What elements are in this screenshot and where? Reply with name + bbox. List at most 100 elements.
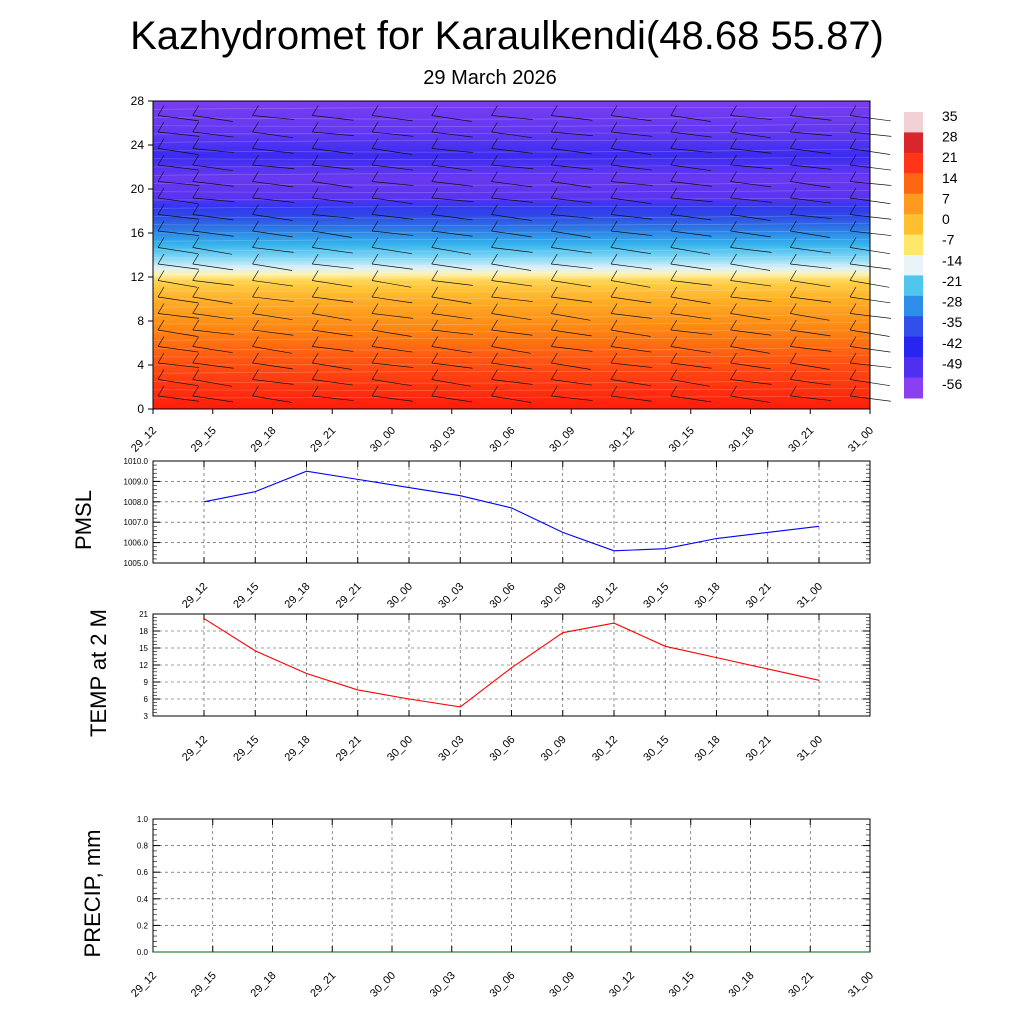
wind-barb-flag	[550, 352, 558, 364]
precip-panel-x-tick-label: 30_18	[727, 970, 757, 1000]
wind-barb-flag	[730, 385, 737, 397]
colorbar-cell	[904, 173, 923, 195]
colorbar-label: 7	[942, 190, 950, 206]
wind-barb	[551, 296, 593, 303]
colorbar-label: -28	[942, 294, 962, 310]
wind-barb	[192, 280, 234, 286]
wind-barb	[730, 346, 770, 354]
wind-barb-flag	[670, 303, 678, 314]
contour-line	[152, 305, 871, 308]
temp-panel-x-tick-label: 30_09	[539, 734, 569, 764]
wind-barb-flag	[192, 121, 200, 133]
contour-line	[152, 198, 871, 201]
wind-barb-flag	[849, 336, 857, 347]
wind-barb-flag	[849, 286, 857, 298]
heatmap-x-tick-label: 29_15	[189, 425, 219, 455]
wind-barb-flag	[849, 154, 857, 166]
contour-line	[152, 288, 871, 292]
wind-barb	[371, 346, 413, 353]
wind-barb-flag	[192, 237, 200, 248]
precip-panel-x-tick-label: 30_15	[667, 970, 697, 1000]
heatmap-x-tick-label: 29_18	[249, 425, 279, 455]
wind-barb	[157, 131, 200, 137]
wind-barb	[491, 197, 533, 203]
wind-barb-flag	[610, 303, 618, 314]
wind-barb-flag	[491, 385, 498, 397]
wind-barb-flag	[431, 270, 439, 281]
wind-barb	[371, 197, 413, 205]
wind-barb-flag	[550, 171, 558, 182]
wind-barb-flag	[431, 286, 439, 298]
wind-barb	[551, 346, 593, 352]
pmsl-panel-x-tick-label: 31_00	[795, 581, 825, 611]
wind-barb	[252, 214, 293, 221]
wind-barb-flag	[491, 303, 498, 314]
wind-barb-flag	[491, 336, 498, 347]
wind-barb-flag	[789, 286, 797, 298]
contour-line	[152, 379, 871, 384]
wind-barb	[790, 115, 832, 121]
contour-line	[152, 247, 871, 252]
wind-barb-flag	[550, 319, 558, 331]
contour-line	[152, 321, 871, 325]
wind-barb-flag	[730, 187, 737, 199]
wind-barb	[491, 148, 533, 154]
wind-barb	[491, 131, 532, 139]
wind-barb-flag	[730, 286, 737, 298]
wind-barb-flag	[610, 237, 618, 248]
wind-barb-flag	[311, 138, 319, 149]
colorbar-cell	[904, 295, 923, 317]
wind-barb-flag	[157, 303, 165, 314]
wind-barb	[192, 379, 233, 387]
wind-barb	[491, 164, 534, 170]
wind-barb	[192, 131, 234, 138]
wind-barb	[371, 181, 414, 186]
wind-barb-flag	[157, 253, 165, 265]
contour-line	[152, 206, 871, 209]
temp-panel-y-tick-label: 21	[139, 610, 148, 619]
wind-barb	[491, 346, 531, 354]
contour-line	[152, 189, 871, 193]
wind-barb	[790, 362, 830, 370]
wind-barb	[312, 379, 353, 386]
wind-barb	[670, 164, 712, 172]
contour-line	[152, 239, 871, 242]
wind-barb-flag	[849, 319, 857, 331]
wind-barb-flag	[730, 352, 737, 364]
wind-barb	[730, 379, 772, 385]
wind-barb	[790, 313, 830, 321]
wind-barb-flag	[371, 220, 379, 232]
colorbar-cell	[904, 112, 923, 133]
wind-barb-flag	[491, 369, 498, 380]
wind-barb-flag	[670, 154, 678, 166]
wind-barb-flag	[610, 319, 618, 331]
wind-barb	[431, 230, 473, 237]
wind-barb-flag	[252, 187, 259, 199]
wind-barb	[670, 263, 712, 271]
wind-barb	[252, 197, 294, 203]
heatmap-y-tick-label: 0	[137, 402, 144, 416]
wind-barb	[192, 362, 234, 369]
wind-barb-flag	[371, 253, 379, 265]
wind-barb	[551, 395, 593, 401]
wind-barb	[849, 214, 892, 220]
wind-barb-flag	[849, 369, 857, 380]
precip-panel-x-tick-label: 31_00	[846, 970, 876, 1000]
contour-line	[152, 156, 871, 160]
wind-barb	[670, 296, 711, 304]
wind-barb	[790, 181, 831, 188]
wind-barb	[312, 346, 354, 352]
pmsl-panel-y-tick-label: 1008.0	[124, 498, 149, 507]
wind-barb-flag	[371, 204, 379, 215]
wind-barb	[157, 247, 198, 255]
colorbar-cell	[904, 193, 923, 215]
contour-line	[152, 222, 871, 226]
wind-barb	[551, 379, 592, 386]
wind-barb	[551, 280, 592, 288]
wind-barb-flag	[491, 105, 498, 116]
contour-line	[152, 214, 871, 219]
wind-barb-flag	[157, 270, 165, 281]
wind-barb	[491, 214, 532, 221]
wind-barb-flag	[192, 270, 200, 281]
wind-barb-flag	[730, 253, 737, 265]
